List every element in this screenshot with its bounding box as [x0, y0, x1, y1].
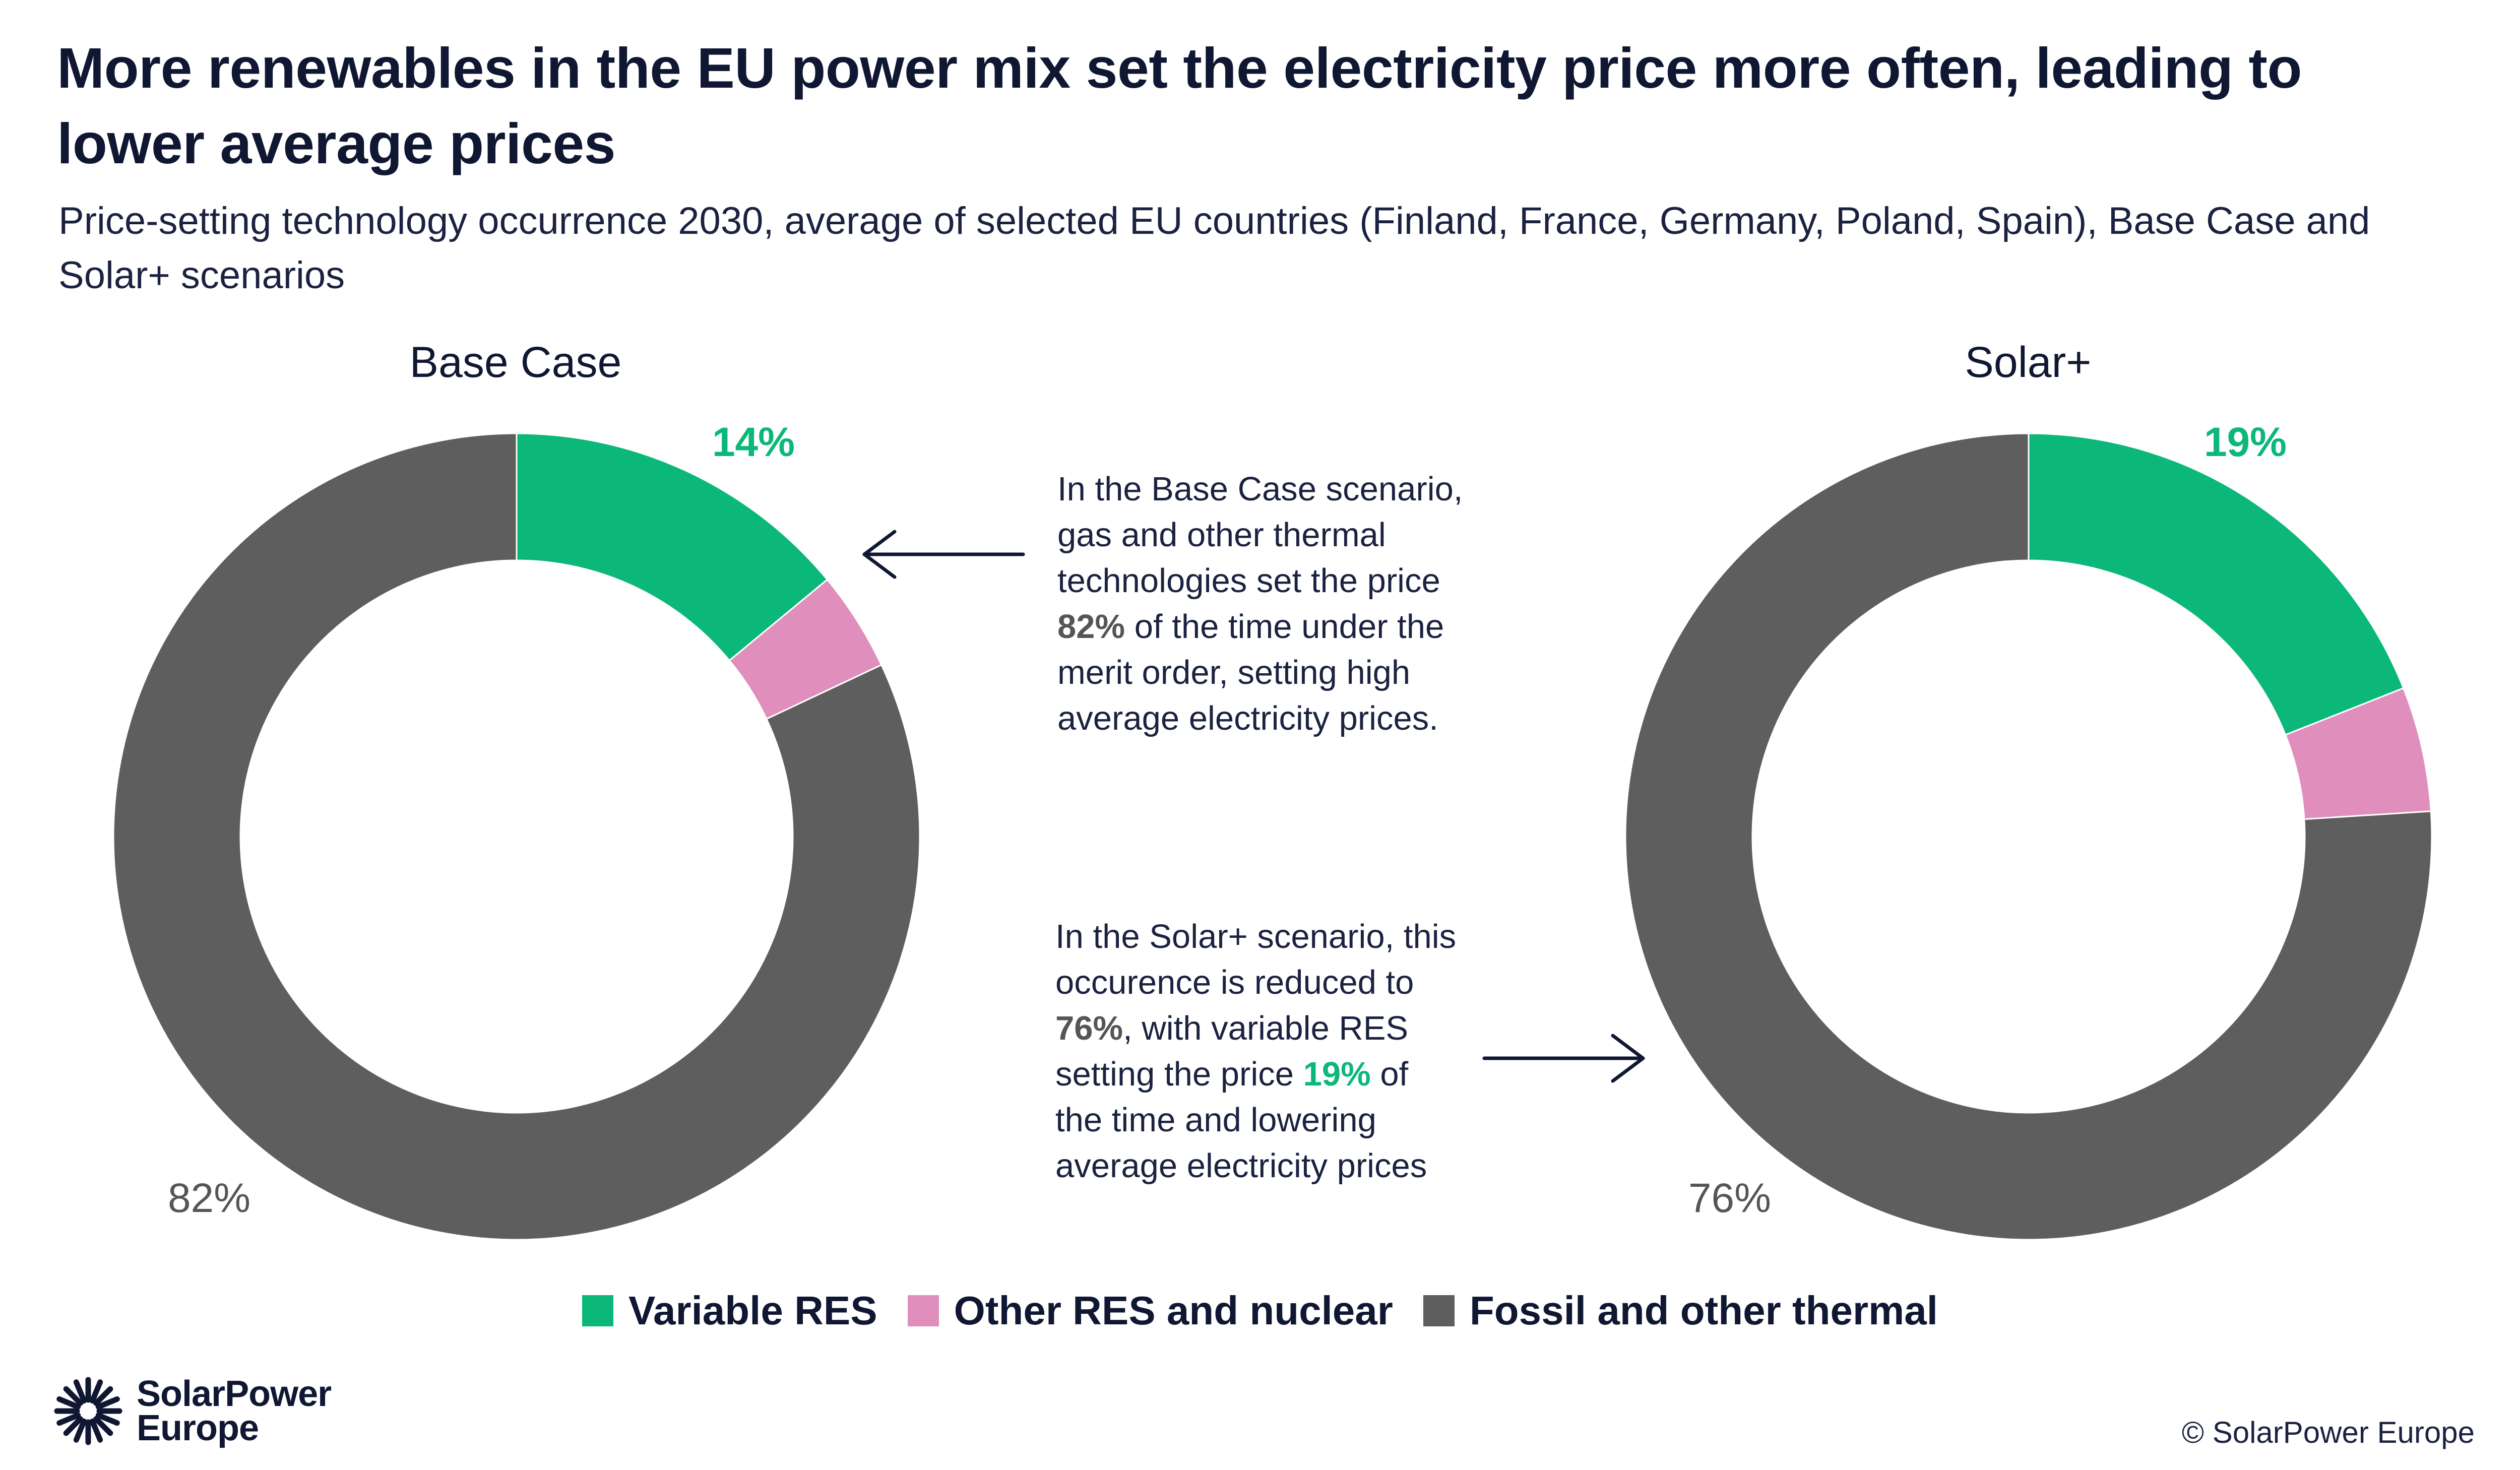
donut-solar-plus: [1624, 432, 2433, 1241]
callout-solar-line-4: setting the price 19% of: [1055, 1051, 1585, 1097]
legend-label-fossil: Fossil and other thermal: [1469, 1288, 1938, 1333]
legend-swatch-other-res: [907, 1295, 939, 1326]
callout-solar-line-6: average electricity prices: [1055, 1147, 1427, 1185]
logo-line-2: Europe: [137, 1408, 259, 1448]
callout-solar-line-4-pre: setting the price: [1055, 1055, 1303, 1093]
legend-swatch-fossil: [1423, 1295, 1455, 1326]
legend-item-fossil: Fossil and other thermal: [1423, 1288, 1938, 1334]
callout-base-line-4-rest: of the time under the: [1125, 608, 1444, 646]
callout-solar-line-2: occurence is reduced to: [1055, 964, 1414, 1001]
callout-base-line-1: In the Base Case scenario,: [1057, 470, 1463, 508]
donut-base-case: [112, 432, 921, 1241]
data-label-base-variable-res: 14%: [712, 419, 795, 465]
callout-base-case: In the Base Case scenario, gas and other…: [1057, 466, 1587, 741]
callout-base-line-5: merit order, setting high: [1057, 654, 1411, 691]
chart-legend: Variable RES Other RES and nuclear Fossi…: [0, 1288, 2520, 1334]
legend-item-variable-res: Variable RES: [582, 1288, 877, 1334]
callout-base-line-4: 82% of the time under the: [1057, 604, 1587, 650]
arrow-to-solar-plus: [1482, 1034, 1645, 1083]
donut-title-solar-plus: Solar+: [1965, 338, 2092, 387]
data-label-base-fossil: 82%: [168, 1175, 250, 1221]
callout-solar-highlight-res: 19%: [1303, 1055, 1371, 1093]
donut-slice-base-fossil: [112, 432, 921, 1241]
callout-base-highlight: 82%: [1057, 608, 1125, 646]
donut-title-base-case: Base Case: [409, 338, 622, 387]
legend-label-variable-res: Variable RES: [628, 1288, 877, 1333]
callout-solar-line-3: 76%, with variable RES: [1055, 1005, 1585, 1051]
callout-solar-line-5: the time and lowering: [1055, 1101, 1376, 1139]
data-label-solar-variable-res: 19%: [2204, 419, 2287, 465]
callout-base-line-3: technologies set the price: [1057, 562, 1440, 600]
sun-burst-icon: [54, 1377, 122, 1445]
logo-wordmark: SolarPower Europe: [137, 1374, 332, 1448]
legend-item-other-res: Other RES and nuclear: [907, 1288, 1393, 1334]
logo-line-1: SolarPower: [137, 1374, 332, 1414]
chart-subtitle: Price-setting technology occurrence 2030…: [58, 200, 2370, 297]
callout-solar-line-4-post: of: [1370, 1055, 1409, 1093]
chart-title-main: More renewables in the EU power mix set …: [57, 36, 2302, 175]
callout-solar-line-1: In the Solar+ scenario, this: [1055, 918, 1457, 955]
callout-solar-highlight-fossil: 76%: [1055, 1009, 1123, 1047]
donut-slice-solar-variable-res: [2028, 432, 2405, 736]
solarpower-europe-logo: SolarPower Europe: [53, 1374, 332, 1448]
legend-label-other-res: Other RES and nuclear: [954, 1288, 1393, 1333]
donut-slice-base-variable-res: [516, 432, 829, 662]
arrow-to-base-case: [862, 530, 1025, 579]
callout-solar-line-3-rest: , with variable RES: [1123, 1009, 1409, 1047]
donut-slice-solar-fossil: [1624, 432, 2433, 1241]
legend-swatch-variable-res: [582, 1295, 613, 1326]
callout-base-line-6: average electricity prices.: [1057, 699, 1438, 737]
data-label-solar-fossil: 76%: [1688, 1175, 1771, 1221]
copyright-notice: © SolarPower Europe: [2181, 1416, 2475, 1449]
callout-base-line-2: gas and other thermal: [1057, 516, 1386, 554]
callout-solar-plus: In the Solar+ scenario, this occurence i…: [1055, 914, 1585, 1189]
